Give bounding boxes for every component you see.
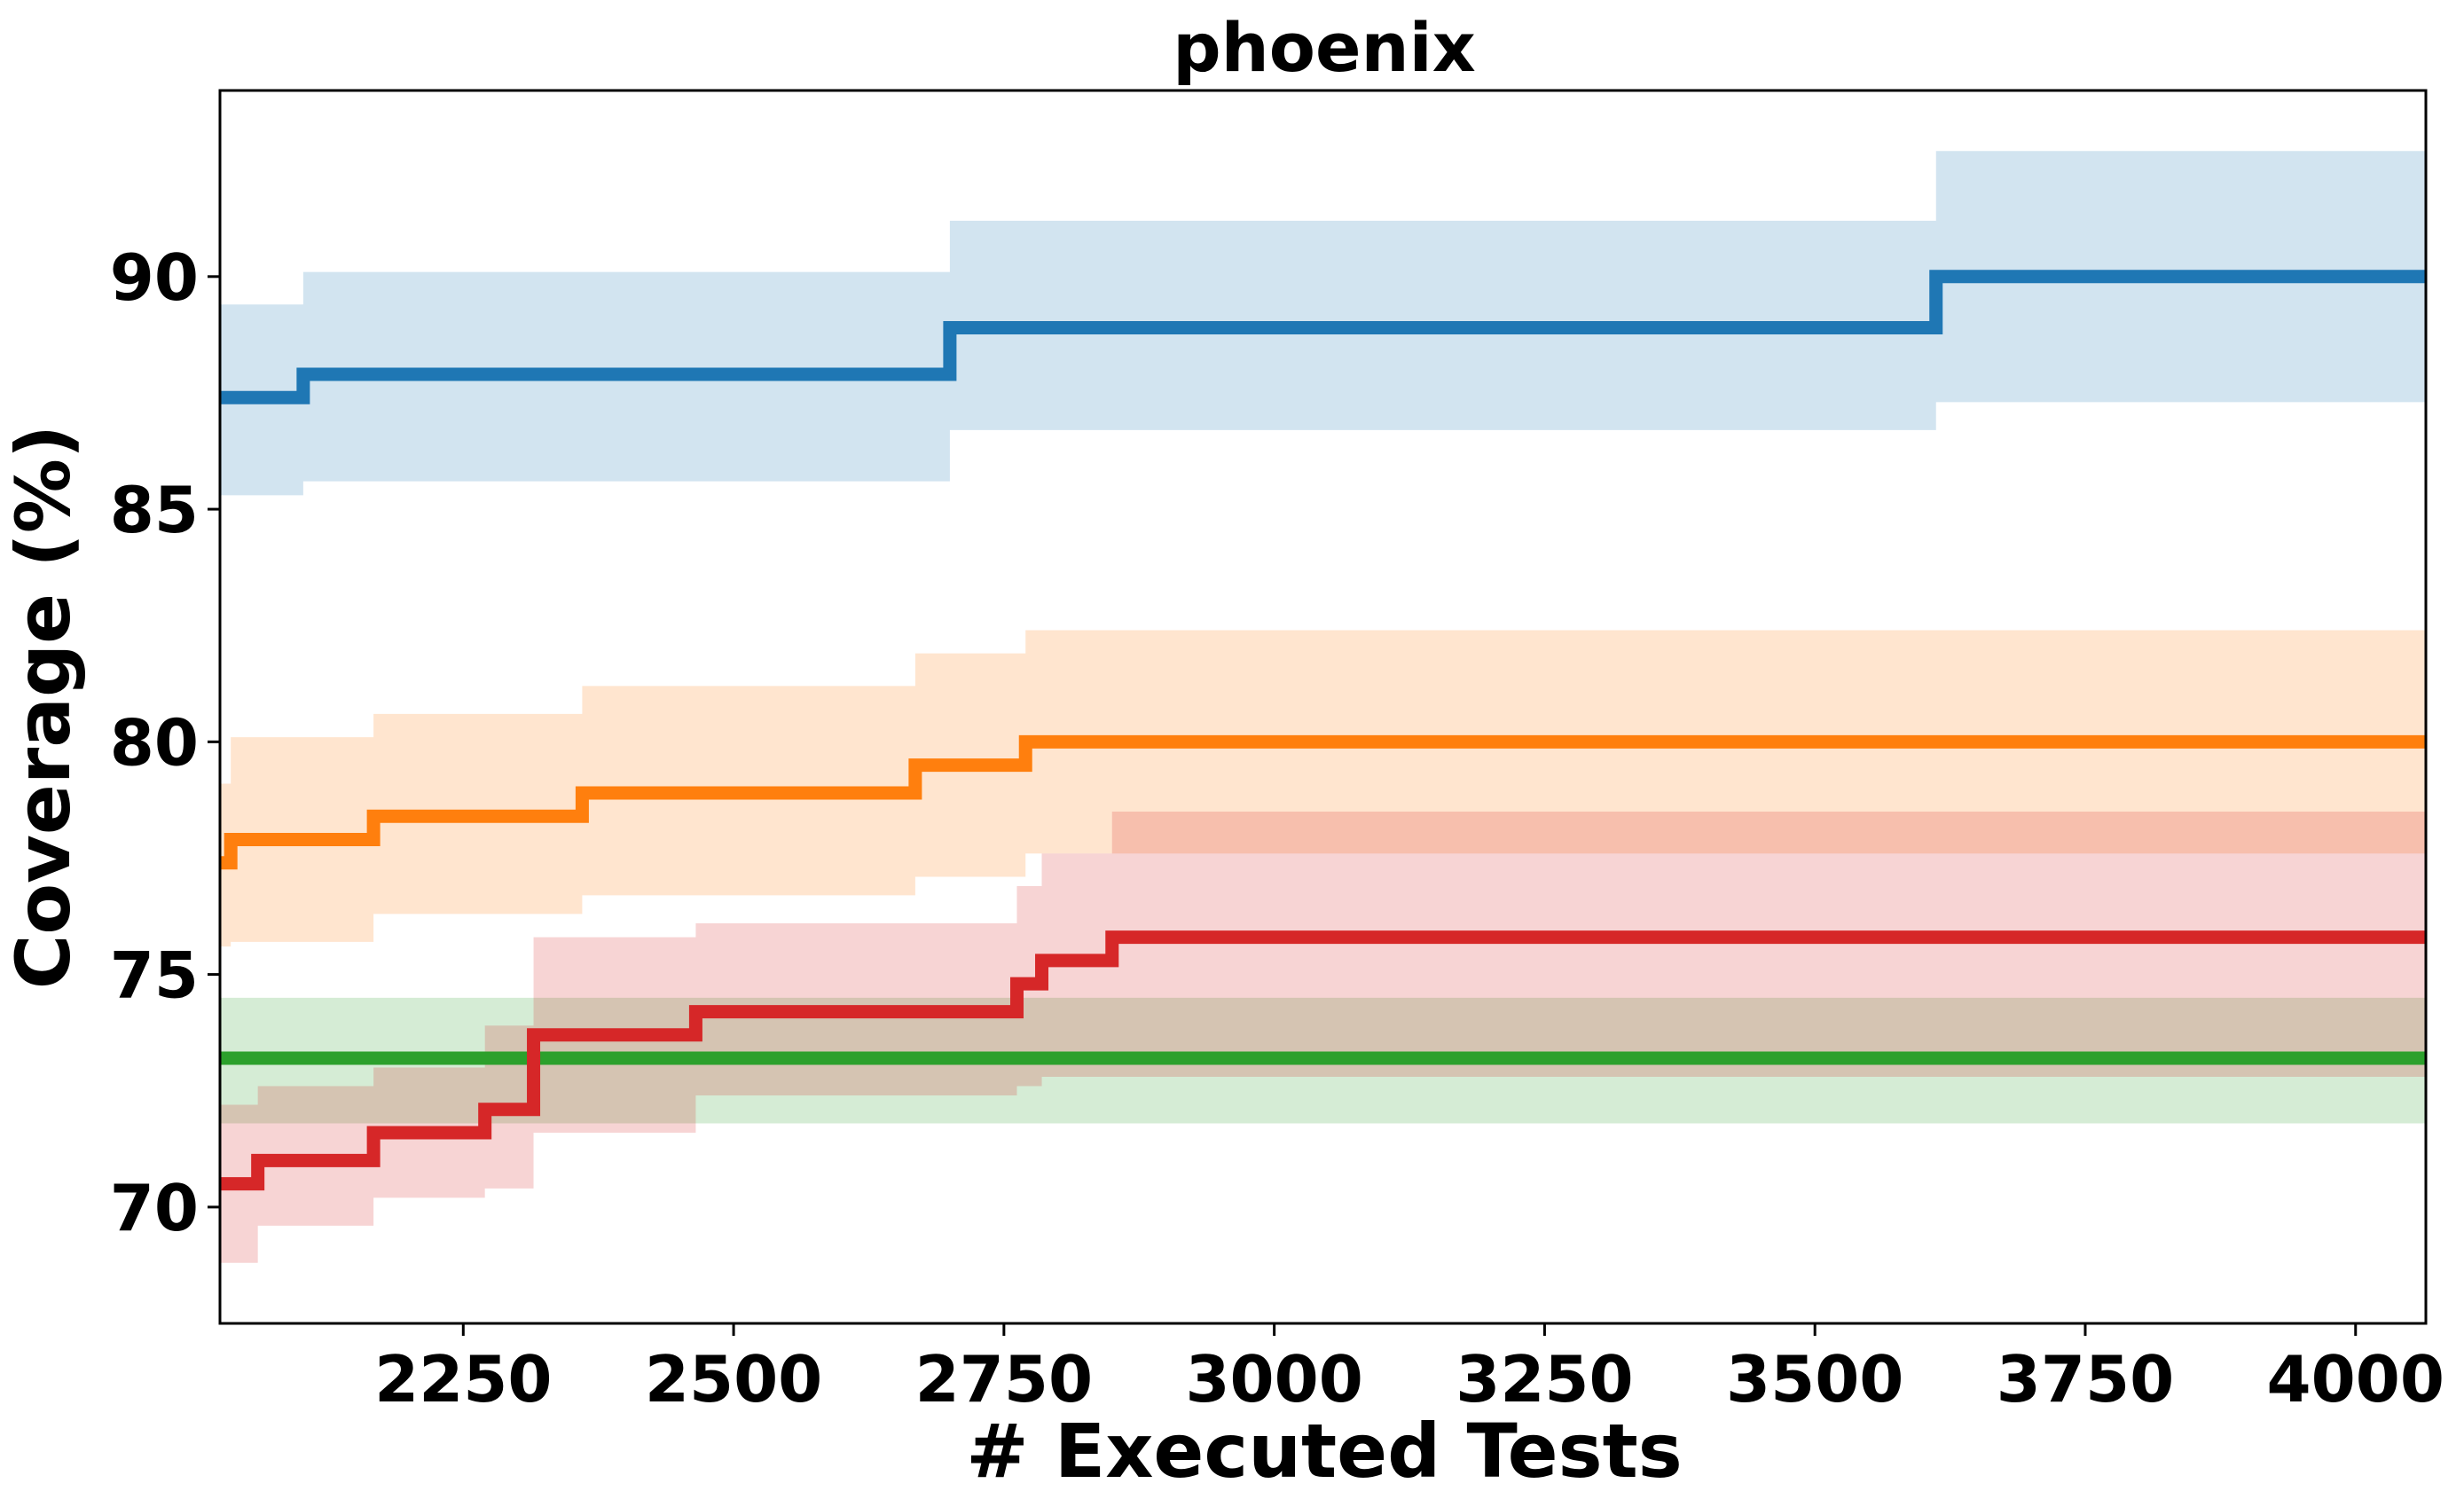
y-tick-label: 75 xyxy=(110,938,199,1013)
x-tick-label: 3500 xyxy=(1726,1342,1903,1417)
x-axis-ticks: 2250 2500 2750 3000 3250 3500 3750 4000 xyxy=(374,1323,2444,1417)
x-tick-label: 2250 xyxy=(374,1342,552,1417)
y-tick-label: 70 xyxy=(110,1171,199,1245)
x-tick-label: 2750 xyxy=(915,1342,1093,1417)
y-tick-label: 90 xyxy=(110,240,199,315)
x-tick-label: 3000 xyxy=(1185,1342,1362,1417)
band-series-4 xyxy=(220,812,2426,1263)
chart-title: phoenix xyxy=(1173,8,1475,87)
x-axis-label: # Executed Tests xyxy=(966,1408,1683,1495)
x-tick-label: 3250 xyxy=(1456,1342,1633,1417)
y-axis-label: Coverage (%) xyxy=(0,425,87,989)
y-axis-ticks: 70 75 80 85 90 xyxy=(110,240,220,1245)
line-series-1 xyxy=(220,270,2426,404)
line-series-2 xyxy=(220,734,2426,870)
series-lines xyxy=(220,270,2426,1191)
y-tick-label: 85 xyxy=(110,473,199,547)
plot-frame xyxy=(218,89,2428,1325)
band-series-2 xyxy=(220,630,2426,947)
x-tick-label: 3750 xyxy=(1997,1342,2174,1417)
line-series-4 xyxy=(220,930,2426,1191)
x-tick-label: 4000 xyxy=(2267,1342,2444,1417)
x-tick-label: 2500 xyxy=(645,1342,822,1417)
y-tick-label: 80 xyxy=(110,705,199,780)
confidence-bands xyxy=(220,151,2426,1263)
